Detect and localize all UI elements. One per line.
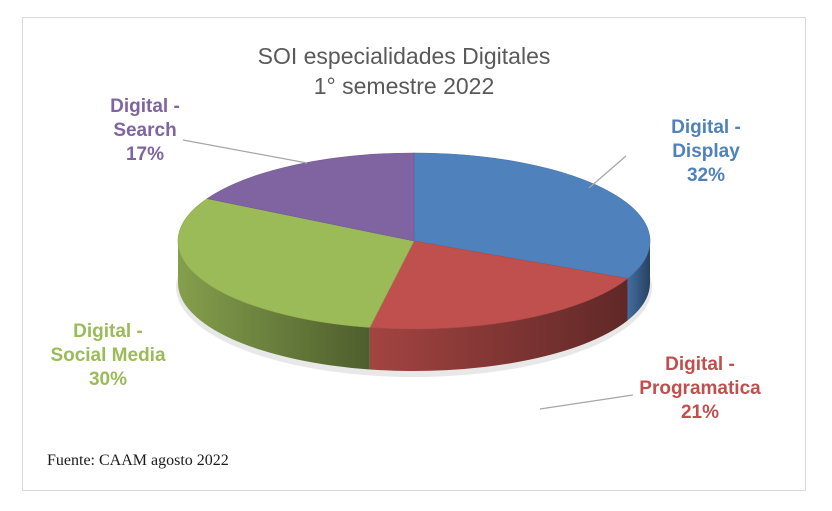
slice-label-value-3: 17%	[126, 144, 164, 165]
leader-line-0	[588, 155, 627, 189]
chart-title: SOI especialidades Digitales	[257, 43, 551, 69]
pie-side-2	[178, 241, 370, 370]
slice-label-value-0: 32%	[687, 165, 725, 186]
slice-label-name2-3: Search	[113, 120, 176, 141]
slice-label-name2-1: Programatica	[639, 378, 761, 399]
slice-label-value-1: 21%	[681, 402, 719, 423]
pie-slice-0	[413, 152, 651, 279]
source-note: Fuente: CAAM agosto 2022	[47, 452, 229, 469]
slice-label-name1-0: Digital -	[671, 117, 741, 138]
pie-slice-2	[177, 198, 415, 328]
leader-line-3	[182, 139, 308, 164]
slice-label-value-2: 30%	[89, 369, 127, 390]
slice-label-name2-2: Social Media	[50, 345, 166, 366]
leader-line-1	[539, 394, 634, 410]
slice-label-name1-2: Digital -	[73, 321, 143, 342]
slice-label-name2-0: Display	[672, 141, 740, 162]
pie-slice-1	[369, 240, 629, 330]
slice-label-name1-1: Digital -	[665, 354, 735, 375]
pie-slice-3	[206, 152, 415, 242]
slice-label-name1-3: Digital -	[110, 96, 180, 117]
pie-side-0	[627, 241, 650, 321]
pie-side-1	[369, 278, 628, 371]
chart-subtitle: 1° semestre 2022	[313, 73, 495, 99]
